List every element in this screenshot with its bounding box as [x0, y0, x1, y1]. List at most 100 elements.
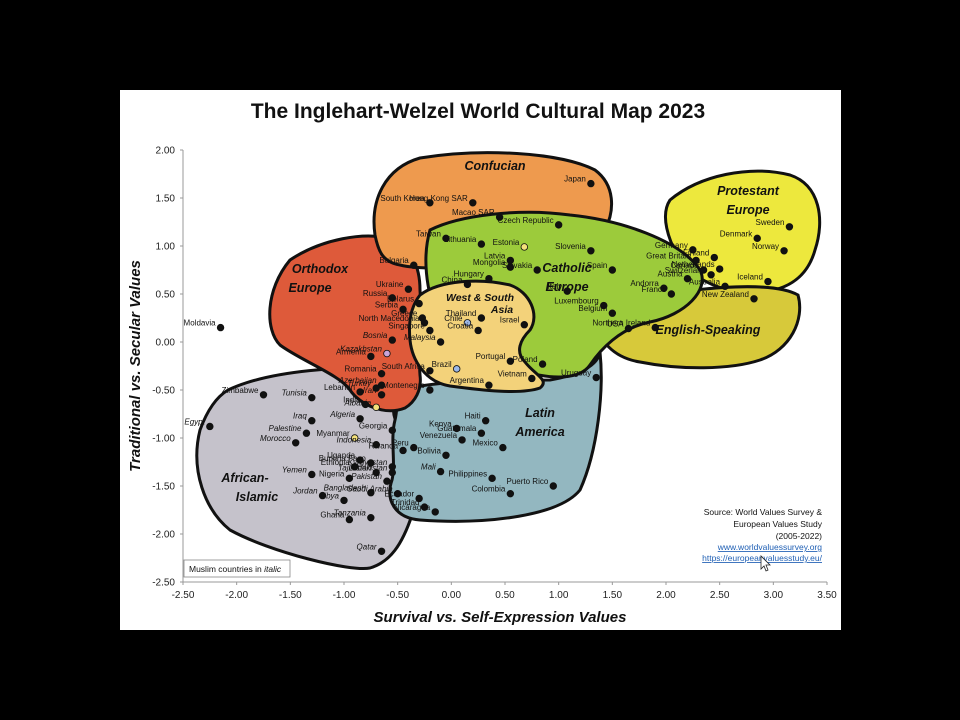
country-label: Uganda [327, 451, 356, 460]
country-point [308, 393, 316, 402]
country-label: Kenya [429, 419, 452, 428]
source-line-3: (2005-2022) [776, 531, 822, 541]
source-line-2: European Values Study [733, 519, 822, 529]
country-point [554, 221, 563, 229]
country-point [528, 374, 536, 383]
country-label: Algeria [329, 410, 355, 419]
country-label: Norway [752, 242, 779, 251]
country-label: Peru [392, 439, 409, 448]
country-label: Iceland [737, 273, 763, 282]
country-point [715, 265, 724, 273]
country-point [410, 261, 418, 269]
country-point [399, 305, 407, 314]
country-label: Ethiopia [321, 458, 350, 467]
country-point [420, 319, 429, 327]
country-point [485, 274, 493, 283]
country-point [426, 367, 434, 375]
country-point [340, 496, 348, 505]
country-label: New Zealand [702, 290, 749, 299]
region-label-protestant-europe: Protestant Europe [717, 184, 780, 217]
country-label: Lithuania [444, 235, 477, 244]
country-label: Great Britain [646, 251, 691, 260]
country-label: Morocco [260, 434, 291, 443]
country-label: Northern Ireland [592, 319, 650, 328]
country-point [463, 280, 472, 289]
x-tick-label: 2.00 [656, 590, 676, 601]
country-point [388, 336, 396, 344]
country-point [388, 294, 396, 302]
country-label: Switzerland [665, 266, 706, 275]
country-point [361, 400, 370, 409]
country-label: North Macedonia [359, 314, 420, 323]
country-point [683, 274, 692, 283]
y-tick-label: 0.00 [156, 338, 176, 349]
country-label: Haiti [465, 412, 481, 421]
y-tick-label: 2.00 [156, 146, 176, 157]
legend-note-text: Muslim countries in italic [189, 564, 282, 574]
country-label: South Korea [380, 194, 425, 203]
country-label: Puerto Rico [507, 477, 549, 486]
country-label: Vietnam [498, 369, 528, 378]
country-point [372, 384, 380, 392]
region-label-latin-america: Latin America [514, 406, 564, 439]
country-label: Japan [564, 175, 586, 184]
country-point [764, 277, 772, 286]
country-label: Slovakia [502, 261, 533, 270]
x-tick-label: -1.00 [333, 590, 356, 601]
country-point [721, 282, 729, 291]
country-label: Malaysia [404, 333, 436, 342]
country-point [216, 323, 225, 332]
country-label: Indonesia [336, 436, 371, 445]
country-point [608, 266, 617, 274]
y-tick-label: -1.00 [152, 434, 175, 445]
country-label: Tanzania [334, 509, 367, 518]
region-label-english-speaking: English-Speaking [656, 323, 761, 337]
country-point [587, 179, 595, 188]
country-point [426, 199, 434, 207]
country-point [520, 321, 529, 329]
x-tick-label: 2.50 [710, 590, 730, 601]
country-point [485, 381, 493, 389]
country-label: Nigeria [319, 469, 345, 478]
country-point [453, 424, 461, 433]
region-area-latin-america [388, 351, 603, 523]
country-point [410, 443, 418, 452]
country-point [710, 253, 718, 262]
country-label: Romania [345, 365, 378, 374]
country-point [481, 417, 490, 425]
country-point [753, 234, 761, 243]
country-label: Australia [689, 277, 721, 286]
country-point [477, 429, 486, 437]
country-label: Serbia [375, 300, 399, 309]
y-tick-label: 0.50 [156, 290, 176, 301]
country-label: Portugal [476, 352, 506, 361]
country-point [707, 271, 715, 279]
country-point [785, 223, 794, 231]
country-label: Bosnia [363, 331, 388, 340]
region-label-confucian: Confucian [464, 159, 525, 173]
country-label: Nicaragua [394, 503, 431, 512]
country-point [549, 482, 557, 490]
country-point [458, 436, 466, 444]
country-point [377, 369, 386, 378]
country-label: Qatar [357, 542, 377, 551]
x-axis-title: Survival vs. Self-Expression Values [374, 609, 627, 626]
country-point [356, 388, 364, 396]
x-tick-label: 0.00 [442, 590, 462, 601]
country-point [506, 263, 515, 271]
country-label: Iran [363, 386, 377, 395]
region-label-african-islamic: African-Islamic [220, 471, 278, 504]
country-point [291, 439, 300, 447]
country-label: Mali [421, 463, 436, 472]
country-label: Mongolia [473, 258, 506, 267]
country-point [689, 246, 697, 254]
country-label: Israel [500, 316, 520, 325]
country-point [533, 266, 541, 274]
country-point [426, 326, 434, 335]
country-label: Hong Kong SAR [409, 194, 468, 203]
country-label: Georgia [359, 421, 388, 430]
link-worldvaluessurvey[interactable]: www.worldvaluessurvey.org [717, 542, 823, 552]
country-point [436, 467, 445, 476]
country-label: Brazil [432, 360, 452, 369]
